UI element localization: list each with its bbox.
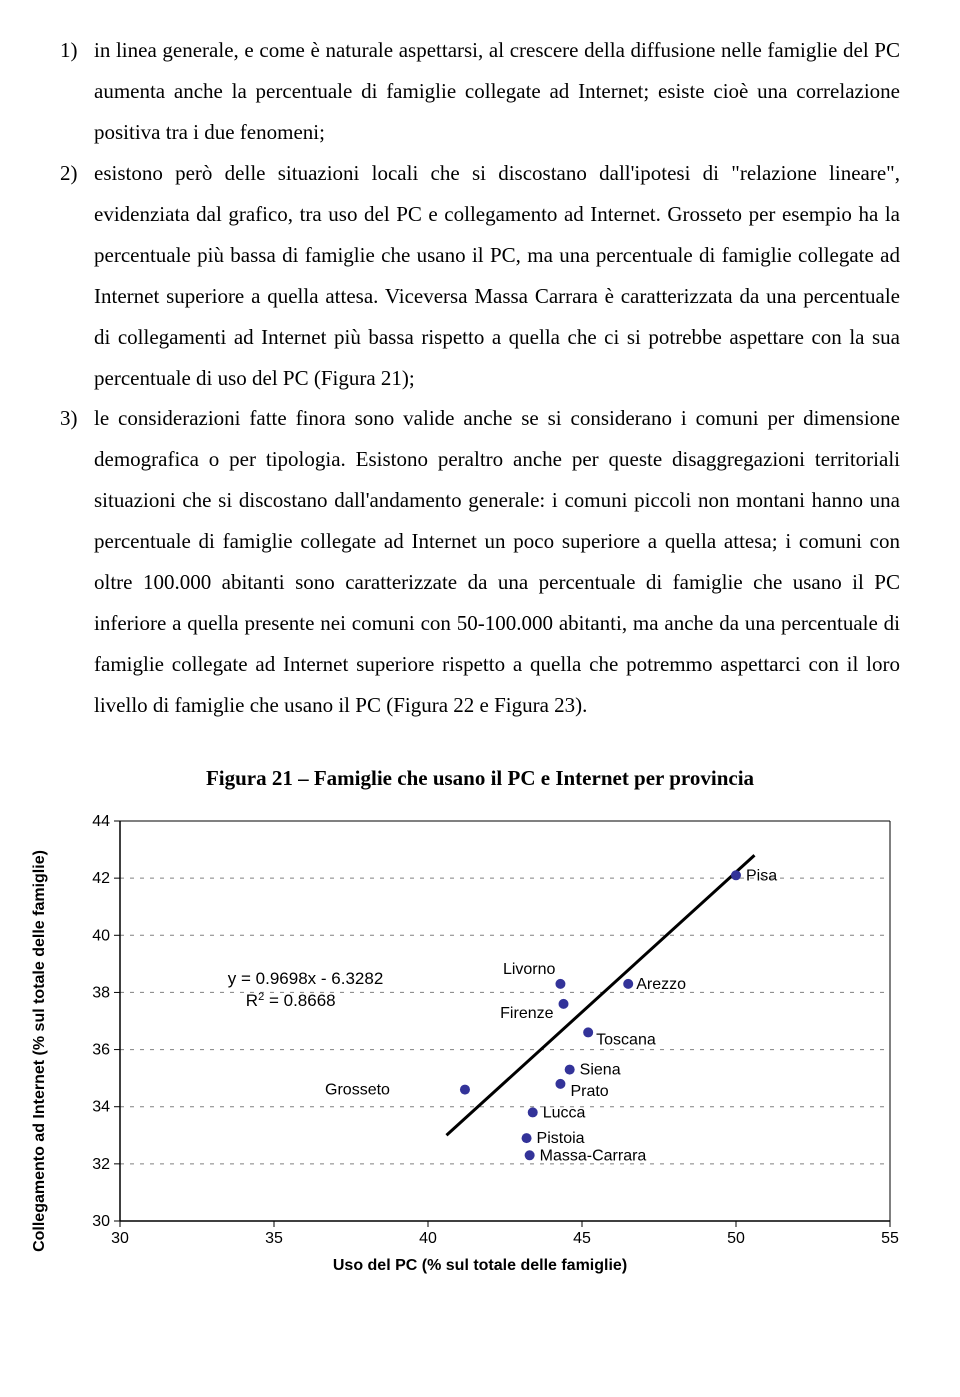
scatter-chart: Collegamento ad Internet (% sul totale d…	[60, 811, 900, 1291]
svg-text:Pistoia: Pistoia	[537, 1130, 585, 1147]
svg-text:Arezzo: Arezzo	[636, 976, 686, 993]
svg-text:55: 55	[881, 1230, 899, 1247]
list-number: 1)	[60, 30, 94, 153]
svg-text:Pisa: Pisa	[746, 867, 777, 884]
svg-text:Siena: Siena	[580, 1062, 621, 1079]
svg-text:R2 = 0.8668: R2 = 0.8668	[246, 991, 336, 1010]
svg-text:y = 0.9698x - 6.3282: y = 0.9698x - 6.3282	[228, 969, 383, 988]
svg-text:50: 50	[727, 1230, 745, 1247]
list-number: 3)	[60, 398, 94, 726]
svg-text:34: 34	[92, 1099, 110, 1116]
svg-text:40: 40	[92, 927, 110, 944]
svg-text:Livorno: Livorno	[503, 961, 556, 978]
y-axis-label: Collegamento ad Internet (% sul totale d…	[31, 850, 49, 1252]
svg-text:35: 35	[265, 1230, 283, 1247]
svg-text:36: 36	[92, 1042, 110, 1059]
svg-text:30: 30	[92, 1213, 110, 1230]
document-page: 1) in linea generale, e come è naturale …	[0, 0, 960, 1301]
svg-text:Massa-Carrara: Massa-Carrara	[540, 1147, 647, 1164]
svg-text:Prato: Prato	[570, 1083, 608, 1100]
svg-text:44: 44	[92, 813, 110, 830]
svg-text:Toscana: Toscana	[596, 1031, 656, 1048]
svg-text:Lucca: Lucca	[543, 1104, 586, 1121]
list-item: 3) le considerazioni fatte finora sono v…	[60, 398, 900, 726]
svg-text:Grosseto: Grosseto	[325, 1082, 390, 1099]
list-text: le considerazioni fatte finora sono vali…	[94, 398, 900, 726]
svg-text:32: 32	[92, 1156, 110, 1173]
svg-text:Firenze: Firenze	[500, 1005, 553, 1022]
chart-svg: 30 35 40 45 50 55 30 32 34 36 38 40 42 44 y = 0.9698x …	[60, 811, 900, 1251]
list-text: in linea generale, e come è naturale asp…	[94, 30, 900, 153]
list-item: 2) esistono però delle situazioni locali…	[60, 153, 900, 399]
svg-text:38: 38	[92, 984, 110, 1001]
list-item: 1) in linea generale, e come è naturale …	[60, 30, 900, 153]
x-axis-label: Uso del PC (% sul totale delle famiglie)	[60, 1257, 900, 1275]
svg-text:42: 42	[92, 870, 110, 887]
svg-text:40: 40	[419, 1230, 437, 1247]
svg-text:45: 45	[573, 1230, 591, 1247]
figure-title: Figura 21 – Famiglie che usano il PC e I…	[60, 766, 900, 791]
list-text: esistono però delle situazioni locali ch…	[94, 153, 900, 399]
list-number: 2)	[60, 153, 94, 399]
svg-text:30: 30	[111, 1230, 129, 1247]
